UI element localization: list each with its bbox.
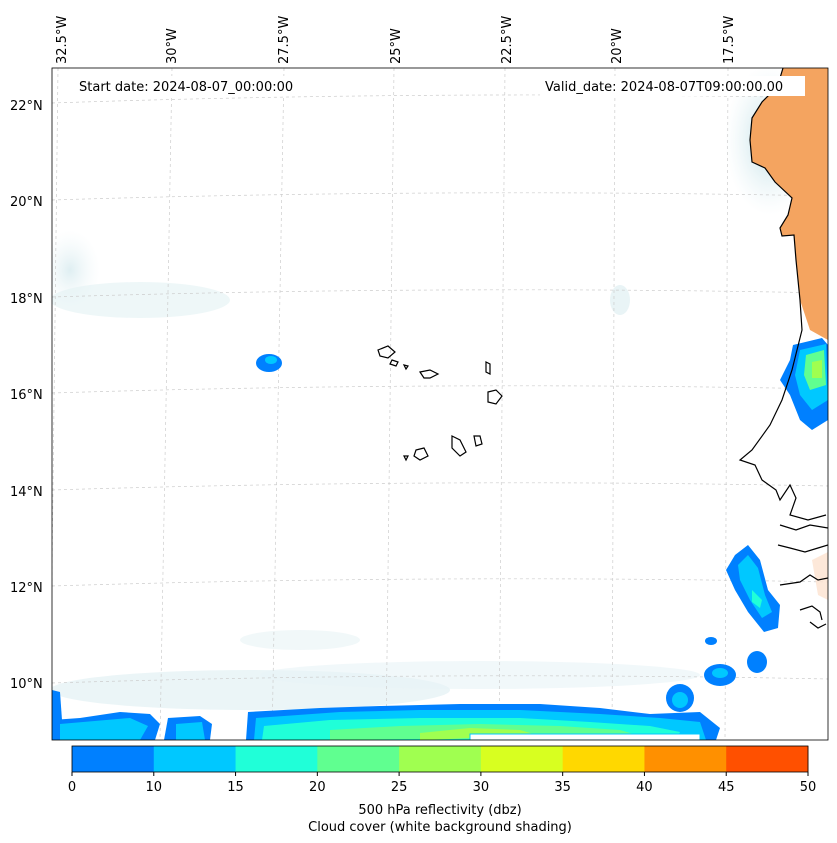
- lon-label: 30°W: [165, 28, 180, 64]
- colorbar-tick-label: 35: [554, 780, 571, 795]
- colorbar-swatch: [562, 746, 645, 772]
- lat-label: 16°N: [10, 388, 43, 403]
- lon-label: 20°W: [610, 28, 625, 64]
- lon-label: 22.5°W: [500, 16, 515, 64]
- african-landmass: [750, 68, 828, 340]
- lat-label: 18°N: [10, 292, 43, 307]
- colorbar-tick-label: 30: [473, 780, 490, 795]
- colorbar-tick-label: 0: [68, 780, 76, 795]
- colorbar-swatch: [480, 746, 564, 772]
- start-date-box: Start date: 2024-08-07_00:00:00: [74, 76, 314, 96]
- west-africa-coastline: [738, 68, 828, 629]
- colorbar-subtitle: Cloud cover (white background shading): [308, 820, 572, 835]
- lat-label: 22°N: [10, 99, 43, 114]
- colorbar-swatch: [72, 746, 155, 772]
- colorbar-tick-label: 15: [227, 780, 244, 795]
- colorbar-swatch: [317, 746, 400, 772]
- colorbar-swatch: [153, 746, 237, 772]
- colorbar-frame: [71, 745, 809, 773]
- lat-label: 12°N: [10, 581, 43, 596]
- colorbar-tick-label: 20: [309, 780, 326, 795]
- map-panel: Start date: 2024-08-07_00:00:00 Valid_da…: [52, 68, 828, 740]
- cape-verde-islands: [377, 345, 503, 462]
- graticule: [52, 68, 828, 740]
- reflectivity-shading: [52, 338, 828, 740]
- lon-label: 17.5°W: [722, 16, 737, 64]
- colorbar-swatch: [399, 746, 482, 772]
- colorbar-ticks: 0 10 15 20 25 30 35 40 45 50: [68, 772, 816, 795]
- lon-label: 25°W: [389, 28, 404, 64]
- colorbar-swatches: [72, 746, 809, 772]
- colorbar-tick-label: 25: [391, 780, 408, 795]
- colorbar-swatch: [726, 746, 809, 772]
- lat-label: 10°N: [10, 677, 43, 692]
- colorbar-tick-label: 50: [800, 780, 817, 795]
- land-patch-senegal: [812, 552, 828, 600]
- colorbar-title: 500 hPa reflectivity (dbz): [358, 803, 521, 818]
- colorbar-tick-label: 40: [636, 780, 653, 795]
- colorbar-tick-label: 45: [718, 780, 735, 795]
- lat-label: 14°N: [10, 485, 43, 500]
- lon-label: 27.5°W: [277, 16, 292, 64]
- colorbar-swatch: [644, 746, 727, 772]
- lon-label: 32.5°W: [55, 16, 70, 64]
- colorbar: 0 10 15 20 25 30 35 40 45 50 500 hPa reflectivity…: [68, 745, 816, 835]
- lat-label: 20°N: [10, 195, 43, 210]
- colorbar-tick-label: 10: [146, 780, 163, 795]
- latitude-labels: 22°N 20°N 18°N 16°N 14°N 12°N 10°N: [10, 99, 43, 692]
- colorbar-swatch: [235, 746, 318, 772]
- longitude-labels: 32.5°W 30°W 27.5°W 25°W 22.5°W 20°W 17.5…: [55, 16, 737, 64]
- start-date-label: Start date: 2024-08-07_00:00:00: [79, 80, 293, 95]
- valid-date-label: Valid_date: 2024-08-07T09:00:00.00: [545, 80, 783, 95]
- valid-date-box: Valid_date: 2024-08-07T09:00:00.00: [540, 76, 805, 96]
- map-frame: [51, 67, 829, 741]
